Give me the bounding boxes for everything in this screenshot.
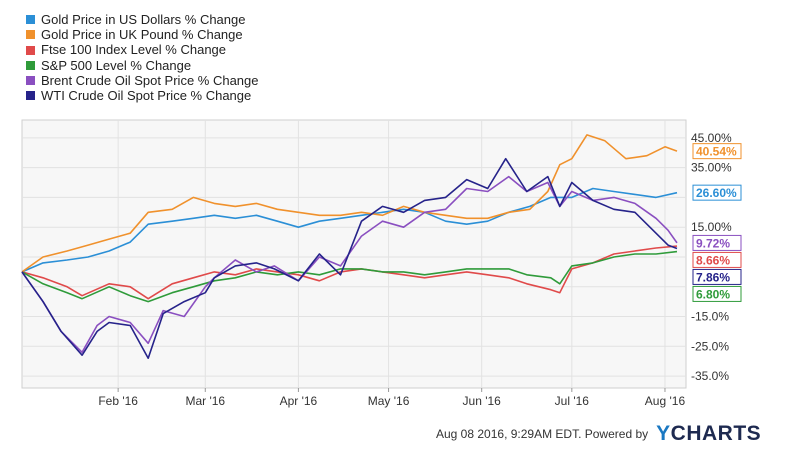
x-tick-label: Jul '16: [555, 394, 590, 408]
plot-area: [21, 119, 687, 389]
x-tick-label: Feb '16: [98, 394, 138, 408]
legend-swatch: [26, 75, 35, 85]
ycharts-logo[interactable]: YCHARTS: [656, 422, 761, 446]
end-label-text: 26.60%: [696, 186, 737, 200]
legend-label: Brent Crude Oil Spot Price % Change: [41, 72, 259, 88]
x-axis: Feb '16 Mar '16 Apr '16 May '16 Jun '16 Jul '…: [98, 388, 685, 408]
end-label-0: 26.60%: [692, 184, 742, 201]
end-label-2: 8.66%: [692, 251, 742, 268]
y-tick-label: 45.00%: [691, 131, 732, 145]
end-label-text: 6.80%: [696, 287, 730, 301]
legend-label: Gold Price in US Dollars % Change: [41, 12, 246, 27]
x-tick-label: Jun '16: [463, 394, 502, 408]
end-label-box: [692, 268, 742, 285]
grid-lines: [22, 120, 686, 388]
legend-label: S&P 500 Level % Change: [41, 57, 192, 73]
legend-label: Ftse 100 Index Level % Change: [41, 42, 227, 58]
y-tick-label: -25.0%: [691, 339, 729, 353]
legend-swatch: [26, 91, 35, 101]
end-label-5: 7.86%: [692, 268, 742, 285]
legend-item-0[interactable]: Gold Price in US Dollars % Change: [26, 12, 259, 27]
legend-item-3[interactable]: S&P 500 Level % Change: [26, 58, 259, 73]
legend-label: WTI Crude Oil Spot Price % Change: [41, 88, 252, 104]
legend-item-2[interactable]: Ftse 100 Index Level % Change: [26, 42, 259, 57]
logo-y: Y: [656, 422, 671, 445]
footer: Aug 08 2016, 9:29AM EDT. Powered by YCHA…: [436, 422, 761, 446]
end-label-box: [692, 184, 742, 201]
legend-item-1[interactable]: Gold Price in UK Pound % Change: [26, 27, 259, 42]
legend-swatch: [26, 15, 35, 25]
end-label-3: 6.80%: [692, 285, 742, 302]
footer-timestamp: Aug 08 2016, 9:29AM EDT. Powered by: [436, 427, 649, 441]
y-tick-label: 15.00%: [691, 220, 732, 234]
end-label-text: 9.72%: [696, 236, 730, 250]
y-axis: 45.00% 35.00% 15.00% -15.0% -25.0% -35.0%: [691, 131, 732, 383]
end-label-text: 40.54%: [696, 145, 737, 159]
end-label-box: [692, 251, 742, 268]
legend: Gold Price in US Dollars % Change Gold Pr…: [26, 12, 259, 103]
end-labels: 40.54% 26.60% 9.72% 8.66% 7.86% 6.80%: [692, 143, 742, 302]
legend-label: Gold Price in UK Pound % Change: [41, 27, 243, 43]
legend-swatch: [26, 45, 35, 55]
y-tick-label: -15.0%: [691, 310, 729, 324]
y-tick-label: 35.00%: [691, 161, 732, 175]
end-label-text: 7.86%: [696, 270, 730, 284]
series-line-3: [21, 250, 678, 303]
end-label-box: [692, 234, 742, 251]
series-line-0: [21, 187, 678, 273]
end-label-box: [692, 143, 742, 160]
end-label-text: 8.66%: [696, 253, 730, 267]
legend-swatch: [26, 60, 35, 70]
x-tick-label: Mar '16: [185, 394, 225, 408]
legend-item-4[interactable]: Brent Crude Oil Spot Price % Change: [26, 73, 259, 88]
end-label-box: [692, 285, 742, 302]
y-tick-label: -35.0%: [691, 369, 729, 383]
series-line-4: [21, 175, 678, 354]
end-label-1: 40.54%: [692, 143, 742, 160]
end-label-4: 9.72%: [692, 234, 742, 251]
x-tick-label: Aug '16: [645, 394, 686, 408]
series-line-5: [21, 157, 678, 359]
legend-swatch: [26, 30, 35, 40]
logo-rest: CHARTS: [670, 422, 762, 445]
series-lines: [21, 134, 678, 359]
legend-item-5[interactable]: WTI Crude Oil Spot Price % Change: [26, 88, 259, 103]
x-tick-label: May '16: [368, 394, 410, 408]
x-tick-label: Apr '16: [280, 394, 318, 408]
